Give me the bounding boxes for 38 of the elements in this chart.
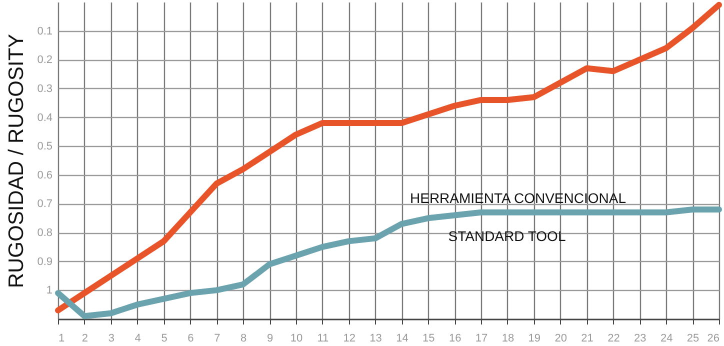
x-tick-label: 11 xyxy=(317,332,329,344)
x-tick-label: 26 xyxy=(707,332,720,344)
x-tick-label: 6 xyxy=(188,332,194,344)
x-tick-label: 24 xyxy=(660,332,673,344)
y-tick-label: 0.4 xyxy=(37,112,52,124)
x-tick-label: 17 xyxy=(475,332,488,344)
x-tick-label: 23 xyxy=(634,332,646,344)
x-tick-label: 25 xyxy=(686,332,700,344)
x-tick-label: 8 xyxy=(240,332,247,344)
x-tick-label: 9 xyxy=(266,332,274,344)
x-tick-label: 19 xyxy=(528,332,541,344)
y-axis-title: RUGOSIDAD / RUGOSITY xyxy=(5,34,28,288)
x-tick-label: 15 xyxy=(422,332,435,344)
x-tick-label: 16 xyxy=(448,332,462,344)
y-tick-label: 0.2 xyxy=(37,54,52,66)
y-tick-label: 0.9 xyxy=(37,256,52,268)
x-tick-label: 20 xyxy=(554,332,567,344)
x-tick-label: 5 xyxy=(161,332,168,344)
y-tick-label: 0.5 xyxy=(37,140,52,153)
x-tick-label: 7 xyxy=(214,332,220,344)
x-tick-label: 10 xyxy=(290,332,303,344)
y-tick-label: 0.6 xyxy=(37,169,52,182)
x-tick-label: 2 xyxy=(82,332,88,344)
x-tick-label: 3 xyxy=(108,332,114,344)
x-tick-label: 14 xyxy=(396,332,408,344)
y-tick-label: 0.3 xyxy=(37,82,52,95)
y-tick-label: 0.7 xyxy=(37,198,52,210)
y-tick-label: 1 xyxy=(46,284,52,297)
y-tick-label: 0.1 xyxy=(37,25,52,38)
x-tick-label: 18 xyxy=(502,332,514,344)
x-tick-label: 12 xyxy=(343,332,356,344)
x-tick-label: 22 xyxy=(608,332,620,344)
annotation: STANDARD TOOL xyxy=(448,228,566,244)
x-tick-label: 1 xyxy=(58,332,65,344)
y-tick-label: 0.8 xyxy=(37,227,52,240)
x-tick-label: 21 xyxy=(581,332,594,344)
x-tick-label: 4 xyxy=(134,332,141,344)
x-tick-label: 13 xyxy=(370,332,382,344)
